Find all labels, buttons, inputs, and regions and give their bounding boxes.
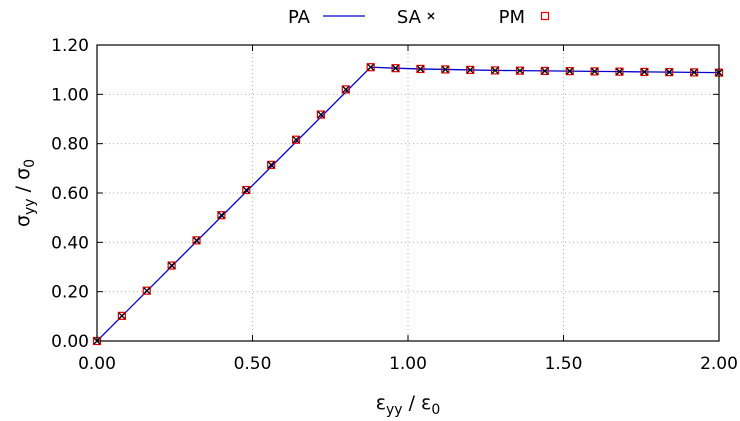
- data-point-cross: [367, 63, 375, 71]
- x-tick-label: 1.00: [389, 354, 427, 374]
- data-point-cross: [168, 262, 176, 269]
- y-axis-label: σyy / σ0: [12, 159, 38, 227]
- data-point-cross: [416, 65, 424, 73]
- data-point-cross: [541, 67, 549, 75]
- legend-item-sa: SA: [397, 7, 435, 28]
- x-tick-label: 0.50: [234, 354, 272, 374]
- data-point-square: [341, 85, 350, 94]
- data-point-cross: [143, 287, 151, 295]
- data-point-cross: [566, 67, 574, 75]
- legend-swatch: [427, 12, 435, 20]
- data-point-cross: [342, 85, 350, 93]
- grid: [97, 45, 719, 341]
- data-point-square: [242, 185, 251, 195]
- data-point-square: [391, 64, 400, 73]
- data-point-cross: [441, 65, 449, 73]
- data-point-cross: [591, 67, 599, 75]
- legend: PA SA PM: [288, 7, 550, 28]
- legend-label: PM: [499, 7, 525, 28]
- series-line: [96, 66, 720, 342]
- plot-area: [92, 63, 724, 346]
- y-tick-label: 0.20: [51, 283, 89, 303]
- axis-ticks: 0.00 0.20 0.40 0.60 0.80 1.00 1.20 0.00 0.50 1.00…: [51, 36, 738, 374]
- data-point-square: [117, 311, 126, 320]
- data-point-cross: [616, 68, 623, 76]
- series-pm: [92, 63, 724, 346]
- series-pa: [96, 66, 720, 342]
- data-point-cross: [193, 236, 200, 244]
- data-point-square: [690, 68, 699, 77]
- data-point-square: [416, 64, 425, 74]
- data-point-square: [565, 67, 574, 76]
- data-point-square: [490, 66, 500, 75]
- data-point-square: [316, 110, 326, 119]
- data-point-square: [142, 286, 151, 295]
- legend-swatch: [540, 11, 550, 21]
- x-tick-label: 2.00: [700, 354, 738, 374]
- data-point-cross: [690, 68, 698, 76]
- data-point-square: [167, 261, 176, 270]
- legend-item-pm: PM: [499, 7, 550, 28]
- data-point-square: [217, 211, 226, 220]
- y-tick-label: 1.00: [51, 85, 89, 105]
- y-tick-label: 1.20: [51, 36, 89, 56]
- y-tick-label: 0.80: [51, 135, 89, 155]
- data-point-cross: [292, 136, 300, 144]
- y-tick-label: 0.00: [51, 332, 89, 352]
- data-point-square: [515, 66, 525, 75]
- data-point-square: [540, 66, 549, 76]
- data-point-cross: [516, 67, 524, 75]
- data-point-cross: [242, 186, 250, 194]
- data-point-square: [366, 63, 375, 72]
- x-tick-label: 1.50: [545, 354, 583, 374]
- data-point-square: [192, 236, 201, 245]
- data-point-square: [665, 68, 674, 77]
- data-point-square: [590, 67, 599, 76]
- series-sa: [93, 63, 723, 345]
- data-point-square: [267, 160, 276, 169]
- data-point-cross: [267, 161, 275, 169]
- data-point-square: [640, 67, 649, 76]
- data-point-cross: [491, 66, 499, 74]
- y-tick-label: 0.60: [51, 184, 89, 204]
- data-point-cross: [217, 211, 225, 219]
- data-point-cross: [317, 111, 325, 119]
- y-tick-label: 0.40: [51, 233, 89, 253]
- data-point-square: [291, 135, 301, 144]
- data-point-square: [466, 65, 475, 75]
- legend-label: PA: [288, 7, 311, 28]
- x-axis-label: εyy / ε0: [376, 392, 441, 418]
- data-point-cross: [466, 66, 474, 74]
- data-point-cross: [392, 64, 400, 72]
- data-point-square: [441, 65, 450, 74]
- data-point-cross: [665, 68, 673, 76]
- legend-label: SA: [397, 7, 422, 28]
- data-point-cross: [640, 68, 648, 76]
- data-point-square: [615, 67, 624, 76]
- legend-item-pa: PA: [288, 7, 365, 28]
- x-tick-label: 0.00: [78, 354, 116, 374]
- data-point-cross: [118, 312, 126, 320]
